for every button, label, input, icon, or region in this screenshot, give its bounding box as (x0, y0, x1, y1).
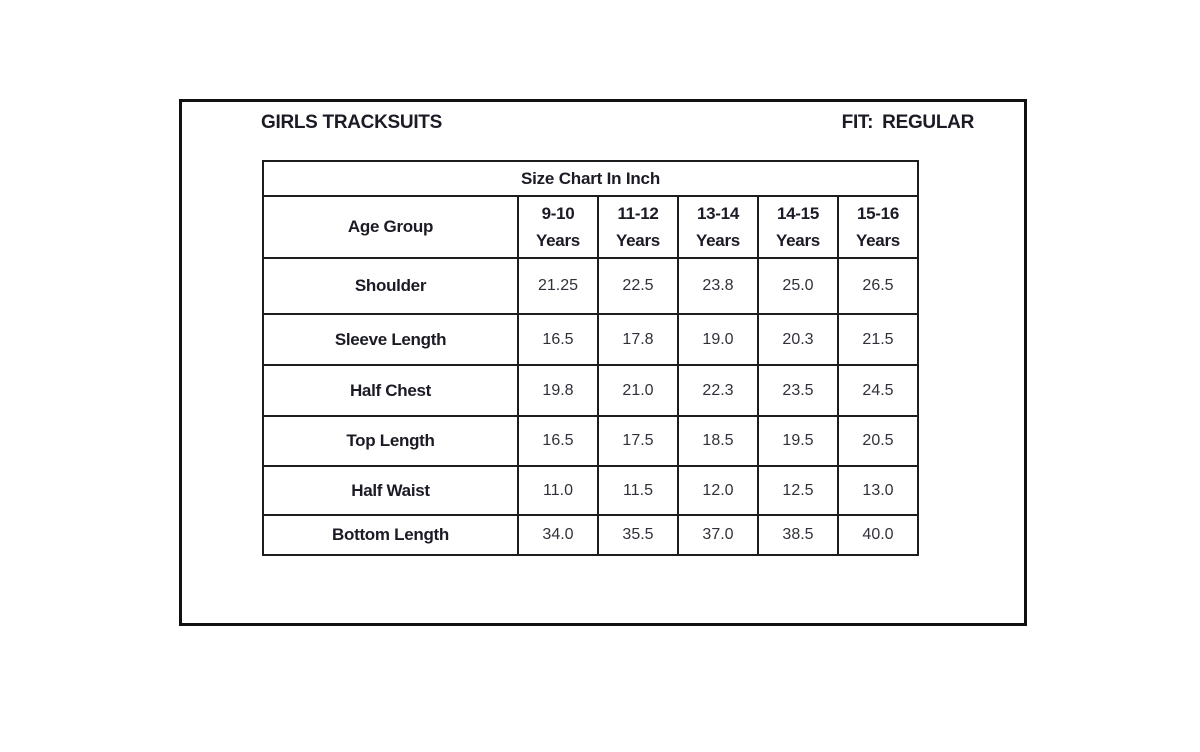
table-row: Half Waist 11.0 11.5 12.0 12.5 13.0 (262, 465, 919, 516)
table-title-row: Size Chart In Inch (262, 160, 919, 197)
fit-label: FIT: (841, 112, 874, 133)
table-row: Bottom Length 34.0 35.5 37.0 38.5 40.0 (262, 514, 919, 556)
size-chart-panel: GIRLS TRACKSUITS FIT: REGULAR Size Chart… (179, 99, 1027, 626)
cell-value: 38.5 (757, 514, 839, 556)
page-title: GIRLS TRACKSUITS (261, 112, 442, 133)
column-header: 13-14 Years (677, 195, 759, 259)
cell-value: 25.0 (757, 257, 839, 315)
column-header: 15-16 Years (837, 195, 919, 259)
size-chart-table-wrap: Size Chart In Inch Age Group 9-10 Years … (262, 160, 919, 556)
column-header: 14-15 Years (757, 195, 839, 259)
age-range: 14-15 (777, 204, 819, 223)
row-label: Half Chest (262, 364, 519, 417)
cell-value: 17.8 (597, 313, 679, 366)
cell-value: 16.5 (517, 313, 599, 366)
corner-header-age-group: Age Group (262, 195, 519, 259)
age-range: 11-12 (617, 204, 659, 223)
table-row: Top Length 16.5 17.5 18.5 19.5 20.5 (262, 415, 919, 467)
age-unit: Years (856, 231, 900, 250)
age-range: 13-14 (697, 204, 739, 223)
age-unit: Years (536, 231, 580, 250)
cell-value: 34.0 (517, 514, 599, 556)
cell-value: 23.5 (757, 364, 839, 417)
cell-value: 26.5 (837, 257, 919, 315)
cell-value: 11.5 (597, 465, 679, 516)
cell-value: 13.0 (837, 465, 919, 516)
cell-value: 23.8 (677, 257, 759, 315)
age-unit: Years (616, 231, 660, 250)
cell-value: 19.0 (677, 313, 759, 366)
cell-value: 12.5 (757, 465, 839, 516)
table-row: Shoulder 21.25 22.5 23.8 25.0 26.5 (262, 257, 919, 315)
size-chart-table: Size Chart In Inch Age Group 9-10 Years … (262, 160, 919, 556)
cell-value: 24.5 (837, 364, 919, 417)
cell-value: 21.5 (837, 313, 919, 366)
cell-value: 37.0 (677, 514, 759, 556)
table-title: Size Chart In Inch (262, 160, 919, 197)
doc-header: GIRLS TRACKSUITS FIT: REGULAR (261, 112, 974, 134)
row-label: Bottom Length (262, 514, 519, 556)
cell-value: 20.5 (837, 415, 919, 467)
cell-value: 12.0 (677, 465, 759, 516)
table-header-row: Age Group 9-10 Years 11-12 Years 13-14 Y… (262, 195, 919, 259)
cell-value: 20.3 (757, 313, 839, 366)
cell-value: 11.0 (517, 465, 599, 516)
cell-value: 17.5 (597, 415, 679, 467)
age-unit: Years (696, 231, 740, 250)
table-row: Sleeve Length 16.5 17.8 19.0 20.3 21.5 (262, 313, 919, 366)
cell-value: 35.5 (597, 514, 679, 556)
cell-value: 21.0 (597, 364, 679, 417)
cell-value: 22.3 (677, 364, 759, 417)
row-label: Half Waist (262, 465, 519, 516)
fit-info: FIT: REGULAR (841, 112, 975, 134)
age-unit: Years (776, 231, 820, 250)
row-label: Top Length (262, 415, 519, 467)
cell-value: 19.5 (757, 415, 839, 467)
cell-value: 16.5 (517, 415, 599, 467)
column-header: 9-10 Years (517, 195, 599, 259)
cell-value: 21.25 (517, 257, 599, 315)
cell-value: 40.0 (837, 514, 919, 556)
table-row: Half Chest 19.8 21.0 22.3 23.5 24.5 (262, 364, 919, 417)
cell-value: 22.5 (597, 257, 679, 315)
row-label: Sleeve Length (262, 313, 519, 366)
row-label: Shoulder (262, 257, 519, 315)
column-header: 11-12 Years (597, 195, 679, 259)
age-range: 15-16 (857, 204, 899, 223)
cell-value: 19.8 (517, 364, 599, 417)
age-range: 9-10 (541, 204, 575, 223)
fit-value: REGULAR (882, 112, 974, 133)
cell-value: 18.5 (677, 415, 759, 467)
